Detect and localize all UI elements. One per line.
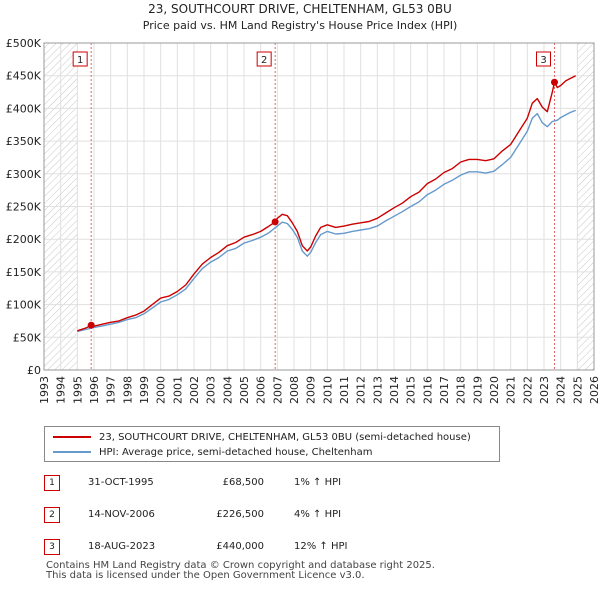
x-tick-label: 2022 bbox=[521, 376, 534, 404]
property-price-line bbox=[77, 75, 577, 332]
y-tick-label: £350K bbox=[6, 135, 42, 148]
x-tick-label: 2024 bbox=[555, 376, 568, 404]
sale-point-marker bbox=[271, 218, 279, 226]
sale-annotation-box bbox=[536, 51, 551, 67]
legend-label-hpi: HPI: Average price, semi-detached house,… bbox=[99, 446, 373, 458]
sale-point-marker bbox=[551, 78, 558, 86]
sale-annotation-label: 2 bbox=[261, 55, 267, 66]
y-tick-label: £500K bbox=[6, 37, 42, 50]
legend-label-property: 23, SOUTHCOURT DRIVE, CHELTENHAM, GL53 0… bbox=[99, 431, 471, 443]
hpi-line bbox=[77, 109, 576, 333]
x-tick-label: 1994 bbox=[55, 376, 68, 404]
x-tick-label: 2021 bbox=[505, 376, 518, 404]
legend-swatch-property bbox=[53, 436, 91, 438]
x-tick-label: 2000 bbox=[155, 376, 168, 404]
sale-annotation-box bbox=[72, 51, 88, 67]
x-tick-label: 2017 bbox=[438, 376, 451, 404]
y-tick-label: £400K bbox=[6, 102, 42, 115]
transaction-row: 2 14-NOV-2006 £226,500 4% ↑ HPI bbox=[44, 506, 564, 524]
x-tick-label: 2026 bbox=[588, 376, 600, 404]
x-tick-label: 2006 bbox=[255, 376, 268, 404]
footer-attribution: Contains HM Land Registry data © Crown c… bbox=[46, 561, 435, 581]
sale-annotation-box bbox=[256, 51, 272, 67]
x-tick-label: 2023 bbox=[538, 376, 551, 404]
y-tick-label: £200K bbox=[6, 233, 42, 246]
transaction-price: £226,500 bbox=[216, 509, 264, 520]
legend-item-hpi: HPI: Average price, semi-detached house,… bbox=[53, 445, 372, 459]
x-tick-label: 2016 bbox=[421, 376, 434, 404]
transaction-price: £68,500 bbox=[222, 477, 264, 488]
y-tick-label: £300K bbox=[6, 168, 42, 181]
y-tick-label: £250K bbox=[6, 201, 42, 214]
x-tick-label: 2001 bbox=[171, 376, 184, 404]
sale-annotation-label: 3 bbox=[540, 55, 546, 66]
x-tick-label: 2005 bbox=[238, 376, 251, 404]
x-tick-label: 1998 bbox=[121, 376, 134, 404]
transaction-number: 3 bbox=[44, 539, 60, 555]
transaction-hpi-change: 4% ↑ HPI bbox=[294, 509, 342, 520]
y-tick-label: £0 bbox=[27, 364, 41, 377]
sale-annotation-label: 1 bbox=[77, 55, 83, 66]
x-tick-label: 1996 bbox=[88, 376, 101, 404]
x-tick-label: 2009 bbox=[305, 376, 318, 404]
chart-title: 23, SOUTHCOURT DRIVE, CHELTENHAM, GL53 0… bbox=[148, 2, 452, 16]
x-tick-label: 2014 bbox=[388, 376, 401, 404]
transaction-date: 14-NOV-2006 bbox=[88, 509, 155, 520]
x-tick-label: 2025 bbox=[571, 376, 584, 404]
transaction-date: 31-OCT-1995 bbox=[88, 477, 154, 488]
chart-legend: 23, SOUTHCOURT DRIVE, CHELTENHAM, GL53 0… bbox=[44, 426, 500, 462]
x-tick-label: 2019 bbox=[471, 376, 484, 404]
legend-swatch-hpi bbox=[53, 451, 91, 453]
transaction-price: £440,000 bbox=[216, 541, 264, 552]
x-tick-label: 2011 bbox=[338, 376, 351, 404]
transaction-date: 18-AUG-2023 bbox=[88, 541, 156, 552]
x-tick-label: 1993 bbox=[38, 376, 51, 404]
legend-item-property: 23, SOUTHCOURT DRIVE, CHELTENHAM, GL53 0… bbox=[53, 430, 471, 444]
y-tick-label: £50K bbox=[13, 331, 42, 344]
price-chart: 23, SOUTHCOURT DRIVE, CHELTENHAM, GL53 0… bbox=[6, 2, 600, 404]
transaction-row: 1 31-OCT-1995 £68,500 1% ↑ HPI bbox=[44, 474, 564, 492]
x-tick-label: 2002 bbox=[188, 376, 201, 404]
plot-area-border bbox=[43, 42, 595, 371]
x-tick-label: 1997 bbox=[105, 376, 118, 404]
transaction-hpi-change: 1% ↑ HPI bbox=[294, 477, 342, 488]
chart-subtitle: Price paid vs. HM Land Registry's House … bbox=[143, 19, 458, 32]
x-tick-label: 2007 bbox=[271, 376, 284, 404]
transaction-row: 3 18-AUG-2023 £440,000 12% ↑ HPI bbox=[44, 538, 564, 556]
x-tick-label: 2008 bbox=[288, 376, 301, 404]
transaction-hpi-change: 12% ↑ HPI bbox=[294, 541, 348, 552]
x-tick-label: 2020 bbox=[488, 376, 501, 404]
x-tick-label: 2004 bbox=[221, 376, 234, 404]
sale-point-marker bbox=[87, 321, 95, 329]
y-tick-label: £100K bbox=[6, 299, 42, 312]
footer-line-2: This data is licensed under the Open Gov… bbox=[46, 570, 365, 581]
x-tick-label: 2015 bbox=[405, 376, 418, 404]
x-tick-label: 2018 bbox=[455, 376, 468, 404]
transaction-number: 1 bbox=[44, 475, 60, 491]
y-tick-label: £450K bbox=[6, 70, 42, 83]
transaction-number: 2 bbox=[44, 507, 60, 523]
x-tick-label: 2012 bbox=[355, 376, 368, 404]
x-tick-label: 1999 bbox=[138, 376, 151, 404]
y-tick-label: £150K bbox=[6, 266, 42, 279]
footer-line-1: Contains HM Land Registry data © Crown c… bbox=[46, 560, 435, 571]
x-tick-label: 1995 bbox=[71, 376, 84, 404]
x-tick-label: 2003 bbox=[205, 376, 218, 404]
x-tick-label: 2010 bbox=[321, 376, 334, 404]
x-tick-label: 2013 bbox=[371, 376, 384, 404]
